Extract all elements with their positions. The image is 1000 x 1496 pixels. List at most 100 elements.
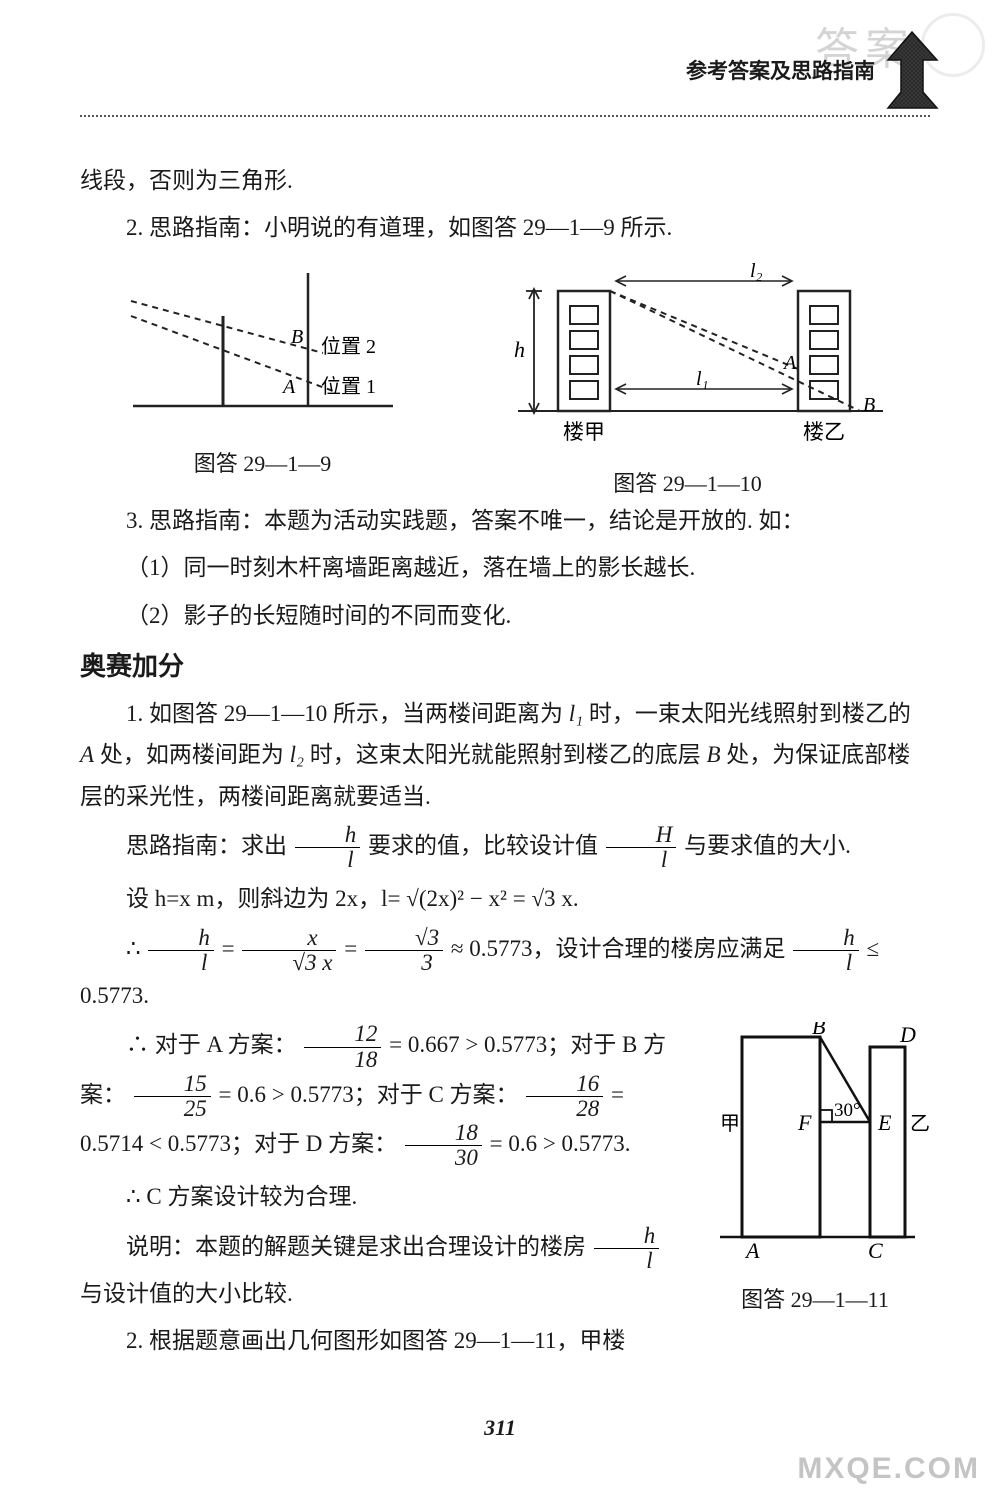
- t: 说明：本题的解题关键是求出合理设计的楼房: [126, 1234, 592, 1259]
- fig3-F: F: [797, 1110, 812, 1135]
- t: √(2x)² − x²: [406, 886, 507, 911]
- line-8: 设 h=x m，则斜边为 2x，l= √(2x)² − x² = √3 x.: [80, 878, 930, 919]
- t: ∴: [126, 936, 146, 961]
- fig2-h-label: h: [514, 337, 525, 362]
- t: ∴ 对于 A 方案：: [126, 1032, 297, 1057]
- figure-29-1-10-svg: h l₁ l₂ A B: [488, 261, 888, 451]
- t: 处，如两楼间距为: [94, 742, 290, 767]
- t: x.: [561, 886, 578, 911]
- fig3-B: B: [812, 1022, 825, 1039]
- n: H: [606, 823, 677, 848]
- figure-29-1-9-caption: 图答 29—1—9: [123, 446, 403, 478]
- t: 要求的值，比较设计值: [368, 833, 604, 858]
- frac-h-l-4: hl: [594, 1224, 660, 1273]
- n: x: [242, 926, 336, 951]
- d: 3: [365, 951, 443, 975]
- figure-29-1-11-svg: B D F E A C 30° 甲 乙: [700, 1022, 930, 1267]
- d: l: [148, 951, 214, 975]
- line-4: （1）同一时刻木杆离墙距离越近，落在墙上的影长越长.: [80, 547, 930, 588]
- header-divider: [80, 115, 930, 117]
- fig3-A: A: [744, 1238, 760, 1263]
- line-1: 线段，否则为三角形.: [80, 160, 930, 201]
- line-5: （2）影子的长短随时间的不同而变化.: [80, 595, 930, 636]
- d: 30: [405, 1146, 482, 1170]
- d: l: [295, 848, 361, 872]
- figure-29-1-11: B D F E A C 30° 甲 乙 图答 29—1—11: [700, 1022, 930, 1314]
- n: 12: [304, 1022, 381, 1047]
- d: l: [594, 1249, 660, 1273]
- line-3: 3. 思路指南：本题为活动实践题，答案不唯一，结论是开放的. 如：: [80, 500, 930, 541]
- t: 设 h=x m，则斜边为 2x，l=: [126, 886, 400, 911]
- page-root: 答案 参考答案及思路指南 线段，否则为三角形. 2. 思路指南：小明说的有道理，…: [0, 0, 1000, 1408]
- arrow-ornament-icon: [885, 30, 940, 110]
- t: 1. 如图答 29—1—10 所示，当两楼间距离为: [126, 701, 569, 726]
- fig3-yi: 乙: [910, 1113, 930, 1135]
- frac-C: 1628: [526, 1072, 603, 1121]
- t: =: [222, 936, 241, 961]
- frac-x-sqrt3x: x√3 x: [242, 926, 336, 975]
- content: 线段，否则为三角形. 2. 思路指南：小明说的有道理，如图答 29—1—9 所示…: [80, 160, 930, 1362]
- frac-H-l: Hl: [606, 823, 677, 872]
- figure-29-1-9: B A 位置 2 位置 1 图答 29—1—9: [123, 261, 403, 478]
- t: A: [80, 742, 94, 767]
- fig2-B-label: B: [863, 394, 875, 416]
- t: =: [513, 886, 532, 911]
- fig1-A-label: A: [281, 376, 296, 398]
- page-header: 参考答案及思路指南: [686, 30, 940, 110]
- t: 时，这束太阳光就能照射到楼乙的底层: [304, 742, 707, 767]
- t: √3: [531, 886, 555, 911]
- frac-D: 1830: [405, 1121, 482, 1170]
- fig2-A-label: A: [782, 352, 797, 374]
- fig2-building-a: 楼甲: [563, 420, 605, 444]
- fig3-C: C: [868, 1238, 883, 1263]
- fig2-l2-label: l₂: [750, 261, 763, 282]
- n: h: [148, 926, 214, 951]
- fig2-building-b: 楼乙: [803, 420, 845, 444]
- page-number: 311: [484, 1415, 516, 1441]
- line-7: 思路指南：求出 hl 要求的值，比较设计值 Hl 与要求值的大小.: [80, 823, 930, 872]
- watermark-bottom: MXQE.COM: [797, 1452, 980, 1486]
- fig1-B-label: B: [291, 326, 303, 348]
- n: h: [594, 1224, 660, 1249]
- figure-29-1-11-caption: 图答 29—1—11: [700, 1282, 930, 1314]
- figures-row-1: B A 位置 2 位置 1 图答 29—1—9: [80, 261, 930, 498]
- d: l: [606, 848, 677, 872]
- t: 与设计值的大小比较.: [80, 1281, 293, 1306]
- t: =: [344, 936, 363, 961]
- section-title: 奥赛加分: [80, 646, 930, 683]
- fig3-jia: 甲: [720, 1113, 740, 1135]
- frac-h-l-2: hl: [148, 926, 214, 975]
- frac-h-l-3: hl: [793, 926, 859, 975]
- fig3-D: D: [899, 1022, 916, 1047]
- t: 思路指南：求出: [126, 833, 293, 858]
- t: B: [706, 742, 720, 767]
- d: 28: [526, 1097, 603, 1121]
- n: √3: [365, 926, 443, 951]
- n: 15: [134, 1072, 211, 1097]
- header-title: 参考答案及思路指南: [686, 55, 875, 85]
- frac-B: 1525: [134, 1072, 211, 1121]
- d: 18: [304, 1048, 381, 1072]
- line-13: 2. 根据题意画出几何图形如图答 29—1—11，甲楼: [80, 1320, 930, 1361]
- fig3-angle: 30°: [834, 1100, 861, 1121]
- n: h: [793, 926, 859, 951]
- d: 25: [134, 1097, 211, 1121]
- t: l₂: [290, 742, 304, 767]
- t: 与要求值的大小.: [684, 833, 851, 858]
- t: 时，一束太阳光线照射到楼乙的: [583, 701, 911, 726]
- line-6: 1. 如图答 29—1—10 所示，当两楼间距离为 l₁ 时，一束太阳光线照射到…: [80, 693, 930, 817]
- frac-h-l: hl: [295, 823, 361, 872]
- figure-29-1-9-svg: B A 位置 2 位置 1: [123, 261, 403, 431]
- t: l₁: [569, 701, 583, 726]
- d: l: [793, 951, 859, 975]
- fig2-l1-label: l₁: [696, 368, 709, 390]
- n: h: [295, 823, 361, 848]
- frac-sqrt3-3: √33: [365, 926, 443, 975]
- line-9: ∴ hl = x√3 x = √33 ≈ 0.5773，设计合理的楼房应满足 h…: [80, 926, 930, 1017]
- figure-29-1-10-caption: 图答 29—1—10: [488, 466, 888, 498]
- t: = 0.6 > 0.5773.: [490, 1131, 631, 1156]
- t: = 0.6 > 0.5773；对于 C 方案：: [219, 1082, 519, 1107]
- t: ≈ 0.5773，设计合理的楼房应满足: [451, 936, 791, 961]
- n: 16: [526, 1072, 603, 1097]
- fig3-E: E: [877, 1110, 892, 1135]
